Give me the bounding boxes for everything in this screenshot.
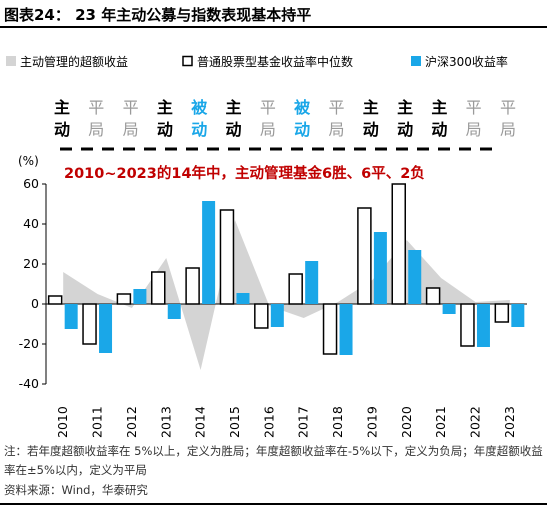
source-note: 资料来源：Wind，华泰研究 <box>4 483 148 497</box>
x-tick-label: 2011 <box>90 406 105 438</box>
outcome-char-top: 平 <box>88 98 104 117</box>
bar-index <box>64 304 78 329</box>
bar-fund <box>116 293 132 305</box>
bar-index <box>408 250 422 304</box>
bar-index <box>133 289 147 304</box>
bar-fund <box>82 303 97 345</box>
legend-label-index: 沪深300收益率 <box>425 54 508 69</box>
outcome-char-bottom: 局 <box>88 120 104 139</box>
bar-fund <box>357 207 372 305</box>
x-tick-label: 2010 <box>55 406 70 438</box>
y-tick-label: 60 <box>23 176 39 191</box>
legend-swatch-excess <box>6 56 16 66</box>
bar-fund <box>494 303 510 323</box>
legend-swatch-index <box>411 56 421 66</box>
bar-fund <box>425 287 441 305</box>
outcome-char-top: 平 <box>123 98 139 117</box>
title-bar: 图表24： 23 年主动公募与指数表现基本持平 <box>0 0 547 28</box>
y-tick-label: 20 <box>23 256 39 271</box>
outcome-char-top: 平 <box>328 98 344 117</box>
outcome-char-top: 主 <box>226 98 242 117</box>
annotation-summary: 2010~2023的14年中，主动管理基金6胜、6平、2负 <box>64 164 425 182</box>
outcome-char-bottom: 动 <box>294 120 310 139</box>
x-tick-label: 2012 <box>124 406 139 438</box>
bar-index <box>270 304 284 327</box>
outcome-char-top: 主 <box>54 98 70 117</box>
legend-label-excess: 主动管理的超额收益 <box>20 54 128 69</box>
outcome-char-top: 主 <box>363 98 379 117</box>
x-tick-label: 2018 <box>330 406 345 438</box>
outcome-char-bottom: 局 <box>328 120 344 139</box>
figure-title: 图表24： 23 年主动公募与指数表现基本持平 <box>4 6 312 24</box>
outcome-char-bottom: 局 <box>466 120 482 139</box>
bar-fund <box>254 303 269 329</box>
outcome-char-bottom: 动 <box>54 120 70 139</box>
outcome-char-bottom: 局 <box>260 120 276 139</box>
bar-fund <box>322 303 338 355</box>
x-tick-label: 2016 <box>261 406 276 438</box>
footnote: 注：若年度超额收益率在 5%以上，定义为胜局；年度超额收益率在-5%以下，定义为… <box>4 444 543 477</box>
outcome-char-top: 平 <box>466 98 482 117</box>
x-tick-label: 2019 <box>364 406 379 438</box>
outcome-char-top: 平 <box>260 98 276 117</box>
bar-fund <box>288 273 303 305</box>
outcome-char-bottom: 动 <box>431 120 447 139</box>
bar-index <box>305 261 319 304</box>
x-tick-label: 2015 <box>227 406 242 438</box>
bar-fund <box>185 267 200 305</box>
bar-index <box>511 304 525 327</box>
x-tick-label: 2020 <box>399 406 414 438</box>
y-tick-label: 0 <box>31 296 39 311</box>
y-tick-label: 40 <box>23 216 39 231</box>
x-tick-label: 2017 <box>296 406 311 438</box>
bar-index <box>442 304 456 314</box>
bar-fund <box>151 271 166 305</box>
outcome-char-top: 主 <box>397 98 413 117</box>
x-tick-label: 2013 <box>158 406 173 438</box>
outcome-char-bottom: 局 <box>500 120 516 139</box>
outcome-char-bottom: 动 <box>157 120 173 139</box>
x-tick-label: 2022 <box>467 406 482 438</box>
outcome-char-bottom: 动 <box>226 120 242 139</box>
y-tick-label: -20 <box>19 336 39 351</box>
bar-index <box>167 304 181 319</box>
chart: 主动管理的超额收益 普通股票型基金收益率中位数 沪深300收益率主动平局平局主动被动… <box>6 54 527 438</box>
legend-swatch-fund <box>182 55 193 67</box>
outcome-char-bottom: 动 <box>191 120 207 139</box>
x-tick-label: 2014 <box>193 406 208 438</box>
bar-fund <box>391 183 406 305</box>
y-axis-label: (%) <box>18 154 39 168</box>
bottom-rule <box>0 503 547 505</box>
bar-index <box>339 304 353 355</box>
x-tick-label: 2021 <box>433 406 448 438</box>
outcome-char-top: 被 <box>294 98 311 117</box>
outcome-char-top: 主 <box>431 98 447 117</box>
outcome-char-bottom: 局 <box>123 120 139 139</box>
bar-fund <box>460 303 475 347</box>
outcome-char-bottom: 动 <box>363 120 379 139</box>
outcome-char-top: 被 <box>191 98 208 117</box>
x-tick-label: 2023 <box>502 406 517 438</box>
bar-index <box>373 232 387 304</box>
bar-index <box>99 304 113 353</box>
legend-label-fund: 普通股票型基金收益率中位数 <box>197 54 353 69</box>
outcome-char-bottom: 动 <box>397 120 413 139</box>
bar-index <box>236 293 250 304</box>
outcome-char-top: 主 <box>157 98 173 117</box>
bar-index <box>476 304 490 347</box>
outcome-char-top: 平 <box>500 98 516 117</box>
bar-fund <box>47 295 63 305</box>
bar-fund <box>219 209 235 305</box>
y-tick-label: -40 <box>19 376 39 391</box>
bar-index <box>202 201 216 304</box>
